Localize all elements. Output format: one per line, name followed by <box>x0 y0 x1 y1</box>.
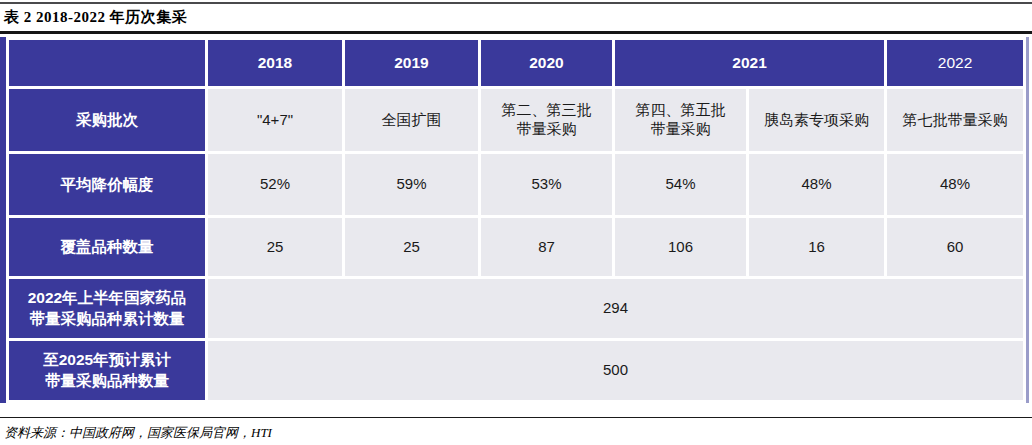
row-avg-price-reduction: 平均降价幅度 52% 59% 53% 54% 48% 48% <box>9 154 1023 215</box>
year-header-2019: 2019 <box>345 40 478 86</box>
data-cell: 25 <box>345 218 478 276</box>
data-cell: 106 <box>615 218 746 276</box>
data-cell: 48% <box>749 154 884 215</box>
row-2025-forecast: 至2025年预计累计 带量采购品种数量 500 <box>9 341 1023 400</box>
data-cell: 25 <box>208 218 342 276</box>
data-cell: 第七批带量采购 <box>887 89 1023 151</box>
merged-value-cell: 500 <box>208 341 1023 400</box>
row-2022-cumulative: 2022年上半年国家药品 带量采购品种累计数量 294 <box>9 279 1023 338</box>
data-cell: 16 <box>749 218 884 276</box>
corner-cell <box>9 40 205 86</box>
data-cell: 52% <box>208 154 342 215</box>
row-label-cell: 采购批次 <box>9 89 205 151</box>
data-cell: "4+7" <box>208 89 342 151</box>
row-label-cell: 2022年上半年国家药品 带量采购品种累计数量 <box>9 279 205 338</box>
row-label-cell: 覆盖品种数量 <box>9 218 205 276</box>
source-note: 资料来源：中国政府网，国家医保局官网，HTI <box>0 418 1032 442</box>
row-label-cell: 平均降价幅度 <box>9 154 205 215</box>
row-procurement-batch: 采购批次 "4+7" 全国扩围 第二、第三批 带量采购 第四、第五批 带量采购 … <box>9 89 1023 151</box>
row-covered-varieties: 覆盖品种数量 25 25 87 106 16 60 <box>9 218 1023 276</box>
row-label-cell: 至2025年预计累计 带量采购品种数量 <box>9 341 205 400</box>
merged-value-cell: 294 <box>208 279 1023 338</box>
data-cell: 第二、第三批 带量采购 <box>481 89 612 151</box>
data-cell: 48% <box>887 154 1023 215</box>
data-cell: 60 <box>887 218 1023 276</box>
year-header-2021: 2021 <box>615 40 884 86</box>
year-header-2020: 2020 <box>481 40 612 86</box>
data-cell: 53% <box>481 154 612 215</box>
data-cell: 59% <box>345 154 478 215</box>
year-header-2018: 2018 <box>208 40 342 86</box>
data-cell: 第四、第五批 带量采购 <box>615 89 746 151</box>
data-cell: 54% <box>615 154 746 215</box>
year-header-row: 2018 2019 2020 2021 2022 <box>9 40 1023 86</box>
report-table-page: 表 2 2018-2022 年历次集采 2018 2019 2020 2021 … <box>0 2 1032 445</box>
data-cell: 胰岛素专项采购 <box>749 89 884 151</box>
data-cell: 全国扩围 <box>345 89 478 151</box>
year-header-2022: 2022 <box>887 40 1023 86</box>
procurement-table: 2018 2019 2020 2021 2022 采购批次 "4+7" 全国扩围… <box>0 37 1029 403</box>
data-cell: 87 <box>481 218 612 276</box>
title-underline-rule <box>0 31 1032 34</box>
table-title: 表 2 2018-2022 年历次集采 <box>0 4 1032 31</box>
